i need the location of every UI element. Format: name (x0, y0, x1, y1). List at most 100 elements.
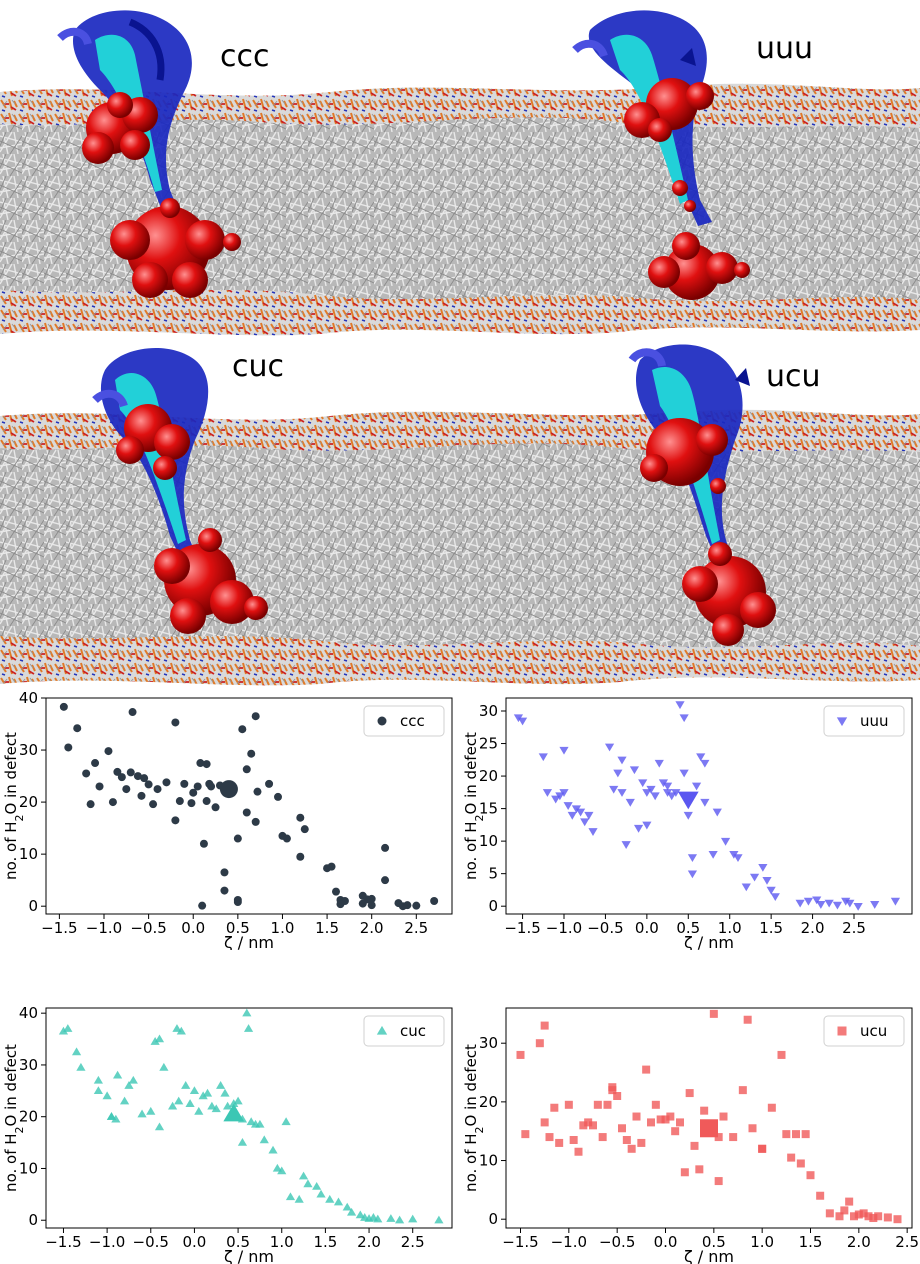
data-point (381, 876, 390, 885)
data-point (806, 1171, 815, 1180)
x-tick-label: −1.5 (45, 1233, 81, 1251)
data-point (642, 821, 652, 830)
data-point (325, 1194, 335, 1203)
y-axis-label: no. of H2O in defect (2, 732, 26, 880)
render-label-uuu: uuu (756, 31, 813, 66)
data-point (540, 1118, 549, 1127)
data-point (381, 843, 390, 852)
data-point (403, 901, 412, 910)
data-point (859, 1209, 868, 1218)
data-point (117, 773, 126, 782)
data-point (633, 824, 644, 833)
data-point (220, 868, 229, 877)
data-point (680, 1168, 689, 1177)
data-point (661, 1115, 670, 1124)
data-point (550, 1103, 559, 1112)
data-point (367, 894, 376, 903)
data-point (687, 854, 698, 862)
data-point (758, 1144, 767, 1153)
mean-point (219, 780, 238, 799)
data-point (874, 1212, 883, 1221)
data-point (816, 1191, 825, 1200)
data-point (223, 1101, 233, 1110)
data-point (285, 1192, 296, 1201)
data-point (841, 897, 851, 906)
data-point (434, 1215, 444, 1224)
data-point (883, 1213, 892, 1222)
data-point (749, 873, 760, 882)
x-tick-label: 0.5 (226, 919, 250, 937)
render-label-ucu: ucu (766, 359, 821, 394)
x-tick-label: 2.0 (847, 1233, 871, 1251)
data-point (76, 1062, 86, 1071)
data-point (171, 816, 180, 825)
data-point (770, 893, 780, 902)
data-point (202, 760, 211, 769)
data-point (144, 780, 153, 789)
data-point (140, 774, 149, 783)
data-points (516, 1009, 902, 1224)
data-point (296, 813, 305, 822)
data-point (766, 886, 776, 895)
data-point (274, 792, 282, 801)
water-cluster-ucu-lower (682, 542, 776, 646)
data-point (559, 789, 569, 797)
data-point (336, 900, 345, 909)
y-tick-label: 30 (479, 702, 498, 720)
data-point (559, 746, 569, 755)
data-point (741, 883, 751, 892)
data-point (743, 1015, 752, 1024)
data-point (300, 825, 309, 834)
data-point (63, 1024, 73, 1032)
data-point (629, 766, 640, 775)
data-point (189, 1086, 200, 1095)
data-point (149, 800, 158, 809)
water-cluster-ucu-upper (640, 418, 728, 494)
data-point (613, 769, 623, 778)
x-tick-label: 2.0 (357, 1233, 381, 1251)
data-point (700, 759, 710, 768)
data-point (303, 1179, 313, 1188)
x-tick-label: −0.5 (599, 1233, 635, 1251)
data-point (792, 1130, 800, 1139)
data-point (108, 798, 117, 807)
data-point (604, 743, 615, 752)
y-tick-label: 5 (488, 865, 498, 883)
data-point (137, 791, 146, 800)
data-point (762, 876, 772, 885)
x-tick-label: −1.0 (546, 919, 582, 937)
data-point (517, 717, 528, 726)
y-tick-label: 25 (479, 735, 498, 753)
data-point (618, 1124, 626, 1133)
data-point (709, 1009, 718, 1018)
data-point (712, 808, 722, 817)
data-point (708, 850, 718, 859)
y-tick-label: 20 (479, 1093, 498, 1111)
data-point (584, 811, 594, 820)
x-axis-label: ζ / nm (224, 1247, 274, 1264)
data-point (535, 1039, 544, 1048)
data-point (588, 828, 598, 836)
data-point (430, 896, 439, 905)
data-point (251, 712, 260, 721)
data-point (171, 718, 180, 727)
data-point (567, 811, 577, 820)
y-tick-label: 30 (19, 1056, 38, 1074)
y-tick-label: 0 (28, 1211, 38, 1229)
data-point (137, 1109, 147, 1118)
data-point (168, 1101, 178, 1110)
x-axis-label: ζ / nm (224, 933, 274, 950)
data-point (312, 1181, 322, 1190)
data-point (194, 1106, 204, 1115)
data-point (327, 862, 336, 871)
data-point (758, 863, 768, 872)
y-tick-label: 0 (488, 897, 498, 915)
data-point (850, 1212, 858, 1221)
mean-point (677, 791, 699, 810)
legend-label: cuc (400, 1022, 426, 1040)
data-point (538, 753, 548, 762)
data-point (714, 1177, 723, 1186)
data-point (893, 1215, 902, 1224)
data-point (259, 1135, 269, 1144)
data-point (574, 1147, 583, 1156)
